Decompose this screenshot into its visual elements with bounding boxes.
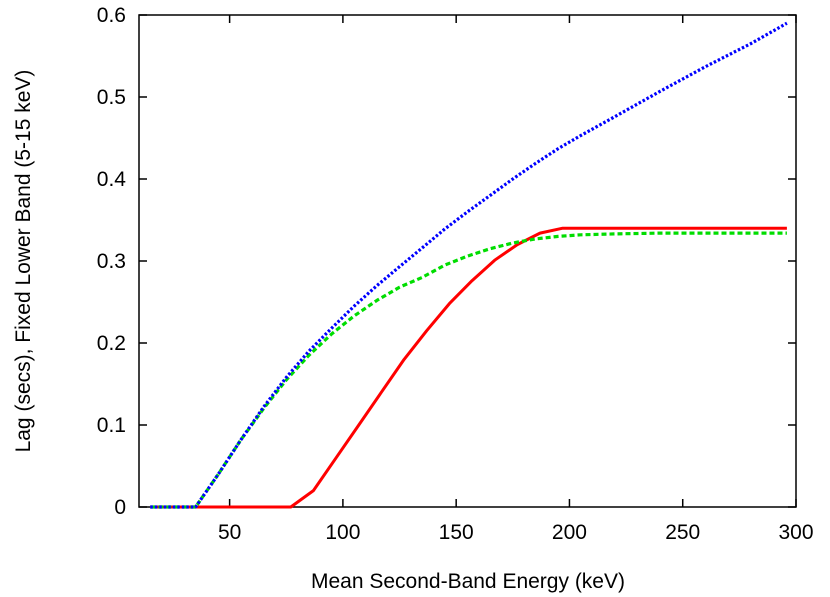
x-axis-label: Mean Second-Band Energy (keV) [311, 570, 625, 593]
x-tick-label: 200 [552, 521, 587, 544]
x-tick-label: 250 [665, 521, 700, 544]
y-tick-label: 0.4 [97, 168, 127, 191]
series-line-dashed [150, 231, 787, 509]
axis-tick-labels: 50 100 150 200 250 300 0 0.1 0.2 0.3 0.4 0.5 0.6 [97, 4, 814, 544]
y-axis-label: Lag (secs), Fixed Lower Band (5-15 keV) [12, 70, 35, 453]
y-tick-label: 0.5 [97, 86, 126, 109]
series-line-dotted [150, 21, 788, 509]
y-tick-label: 0.6 [97, 4, 126, 27]
y-tick-label: 0.3 [97, 250, 126, 273]
y-tick-label: 0.1 [97, 414, 126, 437]
x-tick-label: 300 [778, 521, 813, 544]
series-line-solid [150, 226, 787, 509]
series-group [150, 21, 788, 509]
y-tick-label: 0 [114, 496, 126, 519]
x-tick-label: 150 [439, 521, 474, 544]
x-tick-label: 100 [325, 521, 360, 544]
x-tick-label: 50 [218, 521, 241, 544]
plot-frame [138, 14, 797, 508]
axis-ticks [139, 14, 797, 508]
y-tick-label: 0.2 [97, 332, 126, 355]
